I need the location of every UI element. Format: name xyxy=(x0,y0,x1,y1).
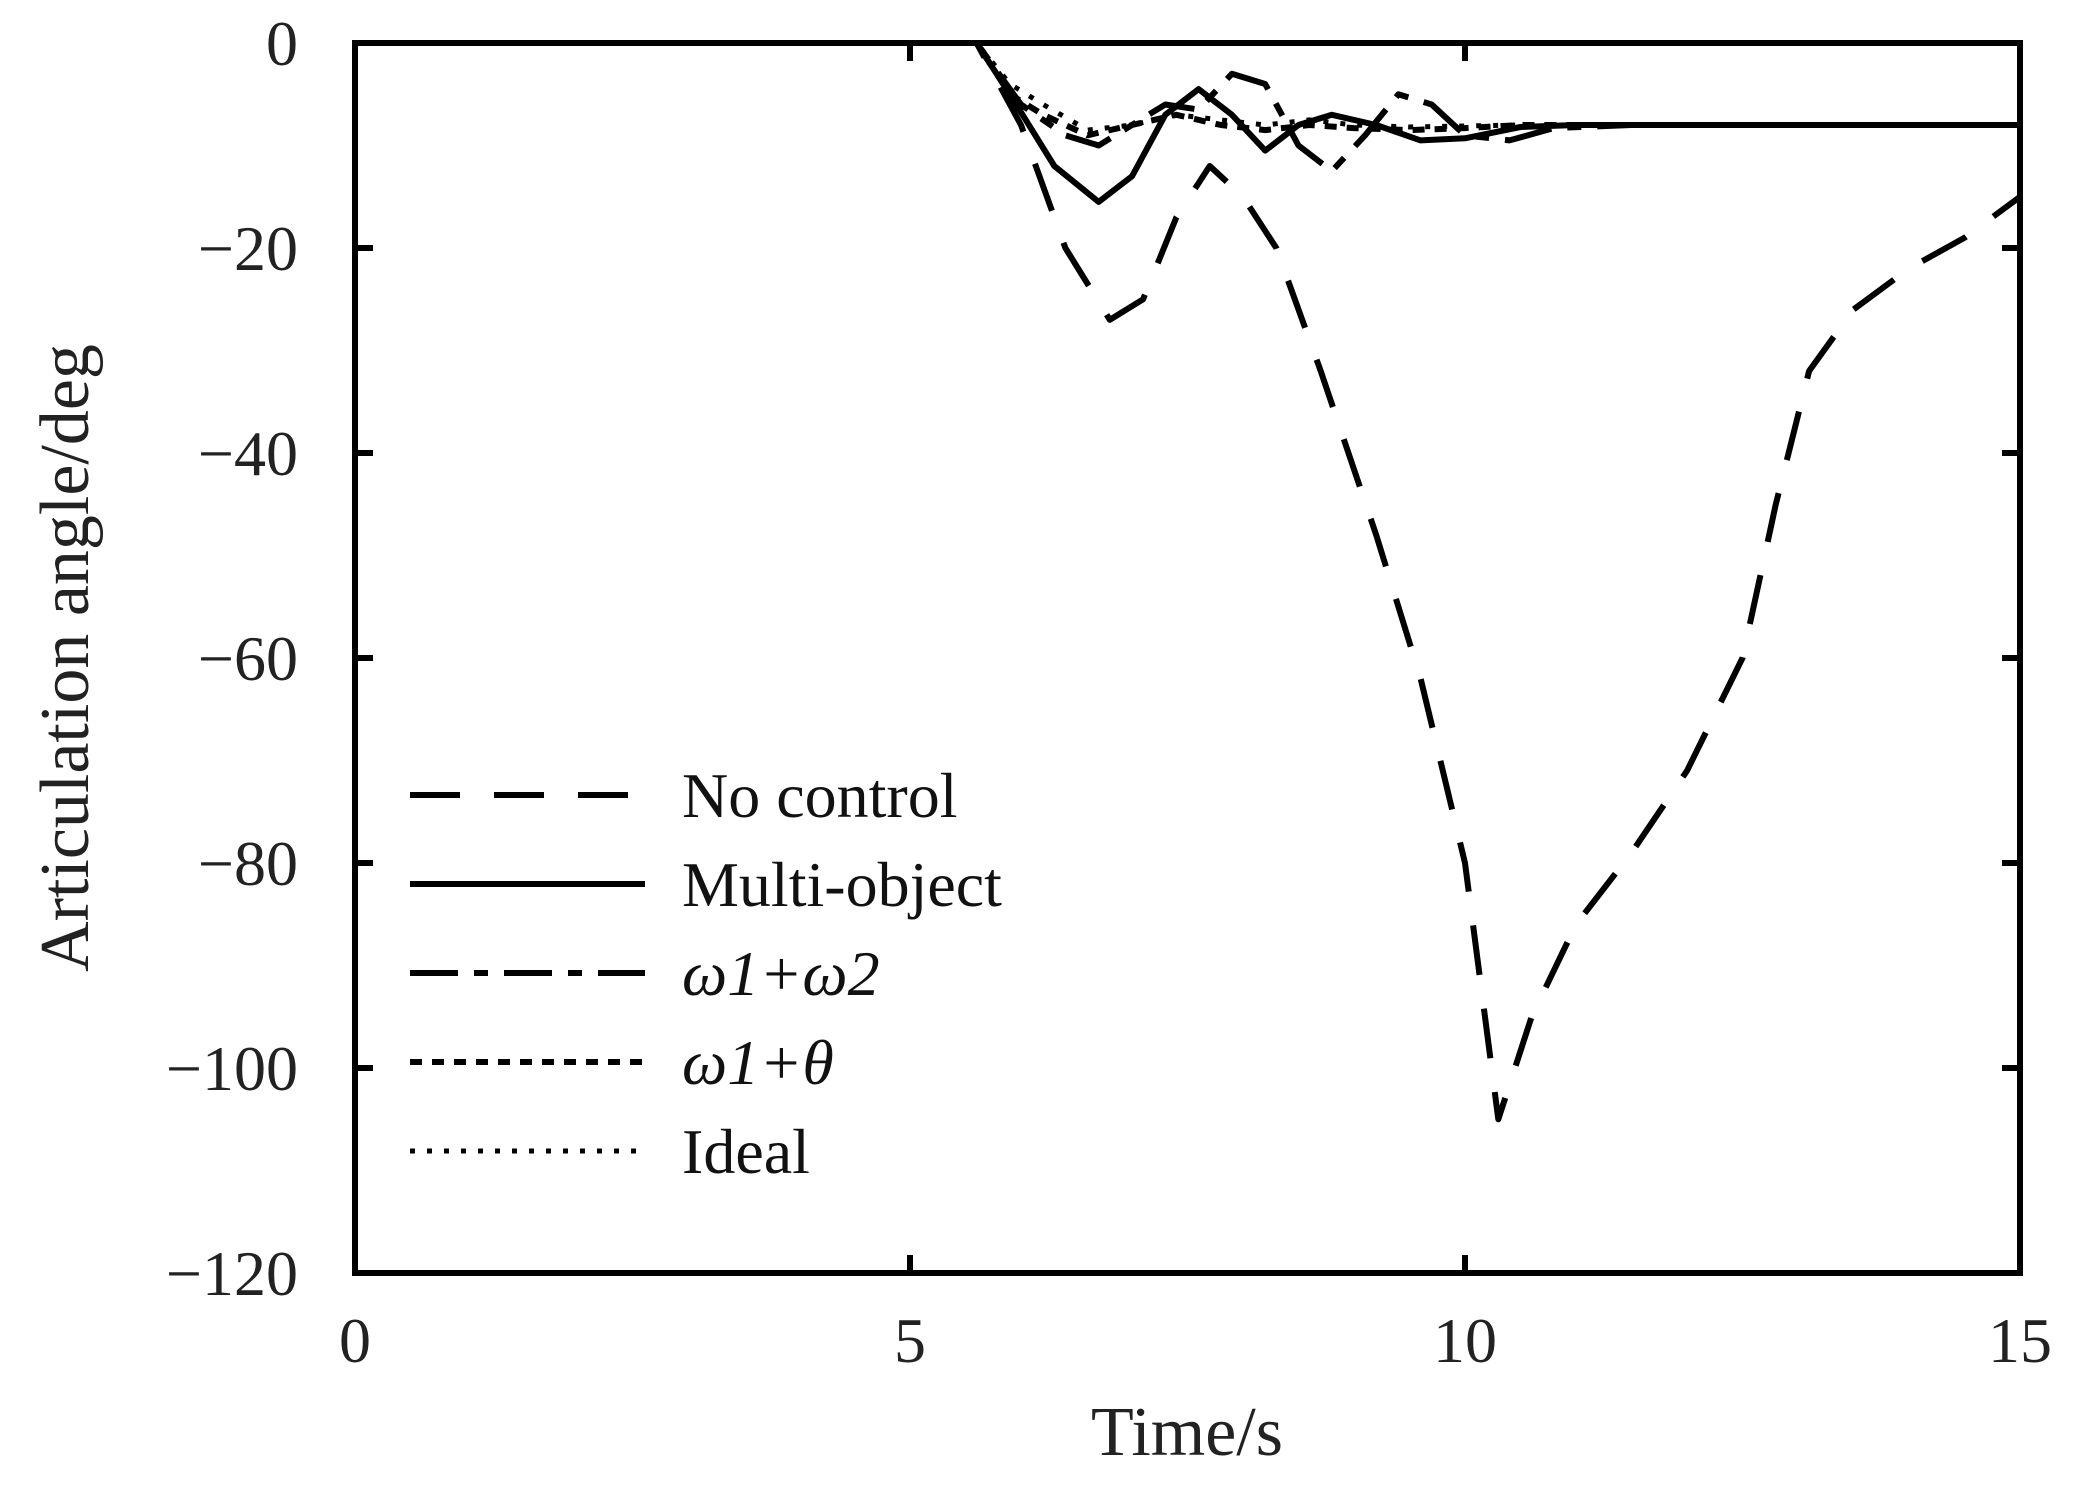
legend-label: No control xyxy=(682,760,958,831)
ticks-layer: 0 5 10 15 0 −20 −40 −60 −80 −100 −120 xyxy=(166,8,2052,1376)
series-line-3 xyxy=(355,40,2020,139)
series-line-0 xyxy=(355,40,2022,1123)
y-tick-label: −100 xyxy=(166,1033,298,1104)
x-tick-label: 10 xyxy=(1433,1305,1497,1376)
x-tick-label: 0 xyxy=(339,1305,371,1376)
y-tick-label: −20 xyxy=(198,213,298,284)
x-tick-label: 15 xyxy=(1988,1305,2052,1376)
series-layer xyxy=(355,40,2022,1123)
legend-label: ω1+ω2 xyxy=(682,938,880,1009)
legend-label: ω1+θ xyxy=(682,1027,834,1098)
y-tick-label: 0 xyxy=(266,8,298,79)
x-tick-label: 5 xyxy=(894,1305,926,1376)
plot-frame xyxy=(352,40,2023,1276)
legend: No control Multi-object ω1+ω2 ω1+θ Ideal xyxy=(410,760,1002,1187)
legend-label: Ideal xyxy=(682,1116,810,1187)
x-axis-label: Time/s xyxy=(1091,1394,1283,1471)
y-tick-label: −120 xyxy=(166,1238,298,1309)
series-line-4 xyxy=(355,40,2020,133)
y-tick-label: −80 xyxy=(198,828,298,899)
series-line-2 xyxy=(355,40,2020,175)
y-tick-label: −40 xyxy=(198,418,298,489)
y-tick-label: −60 xyxy=(198,623,298,694)
y-axis-label: Articulation angle/deg xyxy=(27,344,104,972)
legend-label: Multi-object xyxy=(682,849,1002,920)
